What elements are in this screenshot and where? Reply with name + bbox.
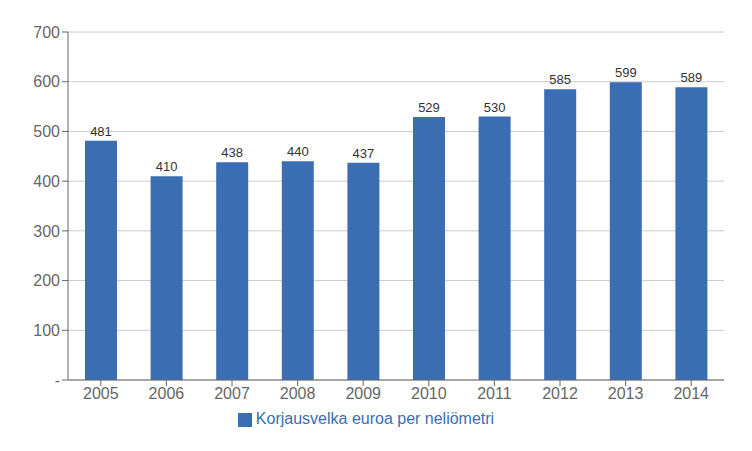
svg-text:2013: 2013	[608, 385, 644, 402]
svg-text:437: 437	[353, 146, 375, 161]
svg-text:2006: 2006	[149, 385, 185, 402]
svg-text:600: 600	[33, 73, 60, 90]
svg-text:700: 700	[33, 24, 60, 41]
svg-text:438: 438	[221, 145, 243, 160]
svg-text:481: 481	[90, 124, 112, 139]
svg-text:2012: 2012	[542, 385, 578, 402]
svg-text:-: -	[55, 372, 60, 389]
svg-text:2007: 2007	[214, 385, 250, 402]
svg-text:2011: 2011	[477, 385, 512, 402]
svg-text:589: 589	[681, 70, 703, 85]
svg-text:2005: 2005	[83, 385, 119, 402]
svg-text:410: 410	[156, 159, 178, 174]
svg-text:300: 300	[33, 223, 60, 240]
svg-text:400: 400	[33, 173, 60, 190]
svg-text:500: 500	[33, 123, 60, 140]
svg-text:530: 530	[484, 100, 506, 115]
svg-text:440: 440	[287, 144, 309, 159]
svg-text:2008: 2008	[280, 385, 316, 402]
svg-text:200: 200	[33, 272, 60, 289]
svg-text:599: 599	[615, 65, 637, 80]
svg-text:585: 585	[549, 72, 571, 87]
svg-text:2014: 2014	[673, 385, 709, 402]
svg-text:100: 100	[33, 322, 60, 339]
svg-text:2009: 2009	[345, 385, 381, 402]
svg-text:529: 529	[418, 100, 440, 115]
svg-text:2010: 2010	[411, 385, 447, 402]
html-text:Korjausvelka euroa per neliöme: Korjausvelka euroa per neliömetri	[255, 410, 495, 427]
